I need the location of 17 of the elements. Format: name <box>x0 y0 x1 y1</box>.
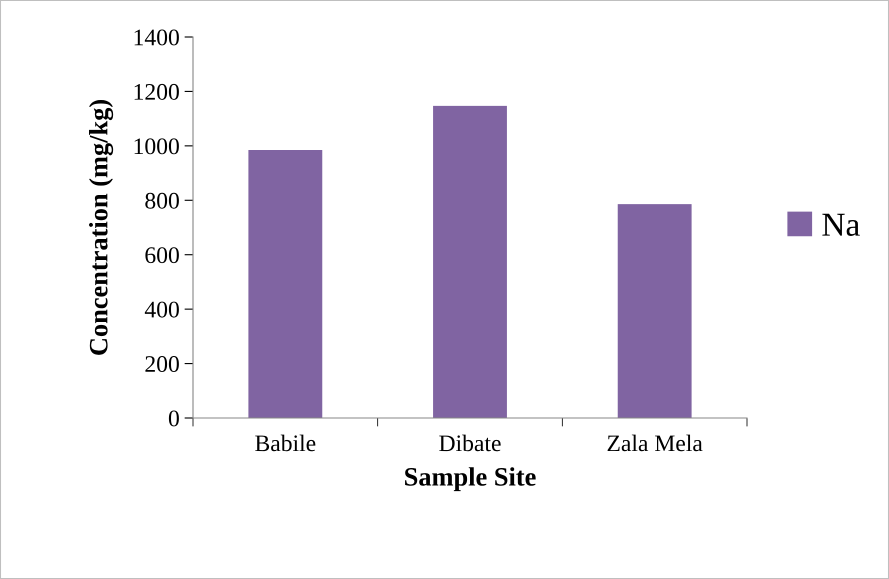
x-tick-label: Dibate <box>439 434 501 452</box>
bar <box>248 150 322 418</box>
y-tick-label: 1400 <box>134 29 179 46</box>
bar <box>433 106 507 418</box>
x-tick-label: Babile <box>255 434 316 452</box>
legend-label: Na <box>822 214 860 236</box>
y-tick-label: 600 <box>145 247 179 264</box>
y-tick-label: 1000 <box>134 138 179 154</box>
y-tick-label: 0 <box>168 410 179 426</box>
y-tick-label: 200 <box>145 356 179 372</box>
y-tick-label: 400 <box>144 302 179 318</box>
y-tick-label: 1200 <box>134 84 179 100</box>
y-axis-title: Concentration (mg/kg) <box>89 100 114 355</box>
bar <box>618 204 692 418</box>
x-axis-title: Sample Site <box>405 467 536 492</box>
x-tick-label: Zala Mela <box>608 434 703 452</box>
y-tick-label: 800 <box>145 192 179 209</box>
